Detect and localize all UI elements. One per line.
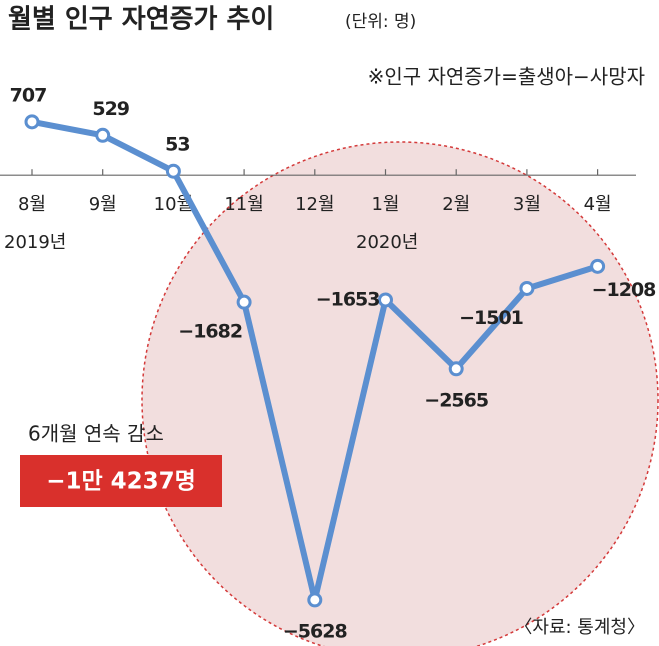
x-tick-label: 4월 [584,194,612,215]
value-label: 529 [92,98,129,120]
value-label: −2565 [424,389,488,411]
marker [95,127,111,143]
value-label: −1501 [459,307,523,329]
x-tick-label: 9월 [89,194,117,215]
value-label: −1682 [178,321,242,343]
marker [236,294,252,310]
x-tick-label: 12월 [295,194,334,215]
x-tick-label: 1월 [371,194,399,215]
year-label: 2020년 [356,232,418,253]
annotation-text: 6개월 연속 감소 [28,422,164,446]
x-tick-label: 8월 [18,194,46,215]
marker [24,114,40,130]
value-label: −5628 [283,620,348,642]
year-label: 2019년 [4,232,66,253]
annotation-box [20,455,222,507]
marker [590,258,606,274]
marker [519,280,535,296]
x-tick-label: 10월 [154,194,193,215]
value-label: −1653 [316,288,380,310]
marker [378,292,393,308]
chart-title: 월별 인구 자연증가 추이 [8,5,274,35]
value-label: 53 [165,134,189,156]
x-tick-label: 2월 [442,194,470,215]
note: ※인구 자연증가=출생아−사망자 [368,65,645,89]
x-tick-label: 3월 [513,194,541,215]
source: 〈자료: 통계청〉 [514,617,645,638]
highlight-circle [141,141,659,646]
annotation-total: −1만 4237명 [46,469,196,495]
x-tick-label: 11월 [224,194,263,215]
marker [448,361,464,377]
value-label: −1208 [592,279,657,301]
marker [307,592,323,608]
unit: (단위: 명) [345,12,416,32]
value-label: 707 [10,84,47,106]
marker [165,163,181,179]
